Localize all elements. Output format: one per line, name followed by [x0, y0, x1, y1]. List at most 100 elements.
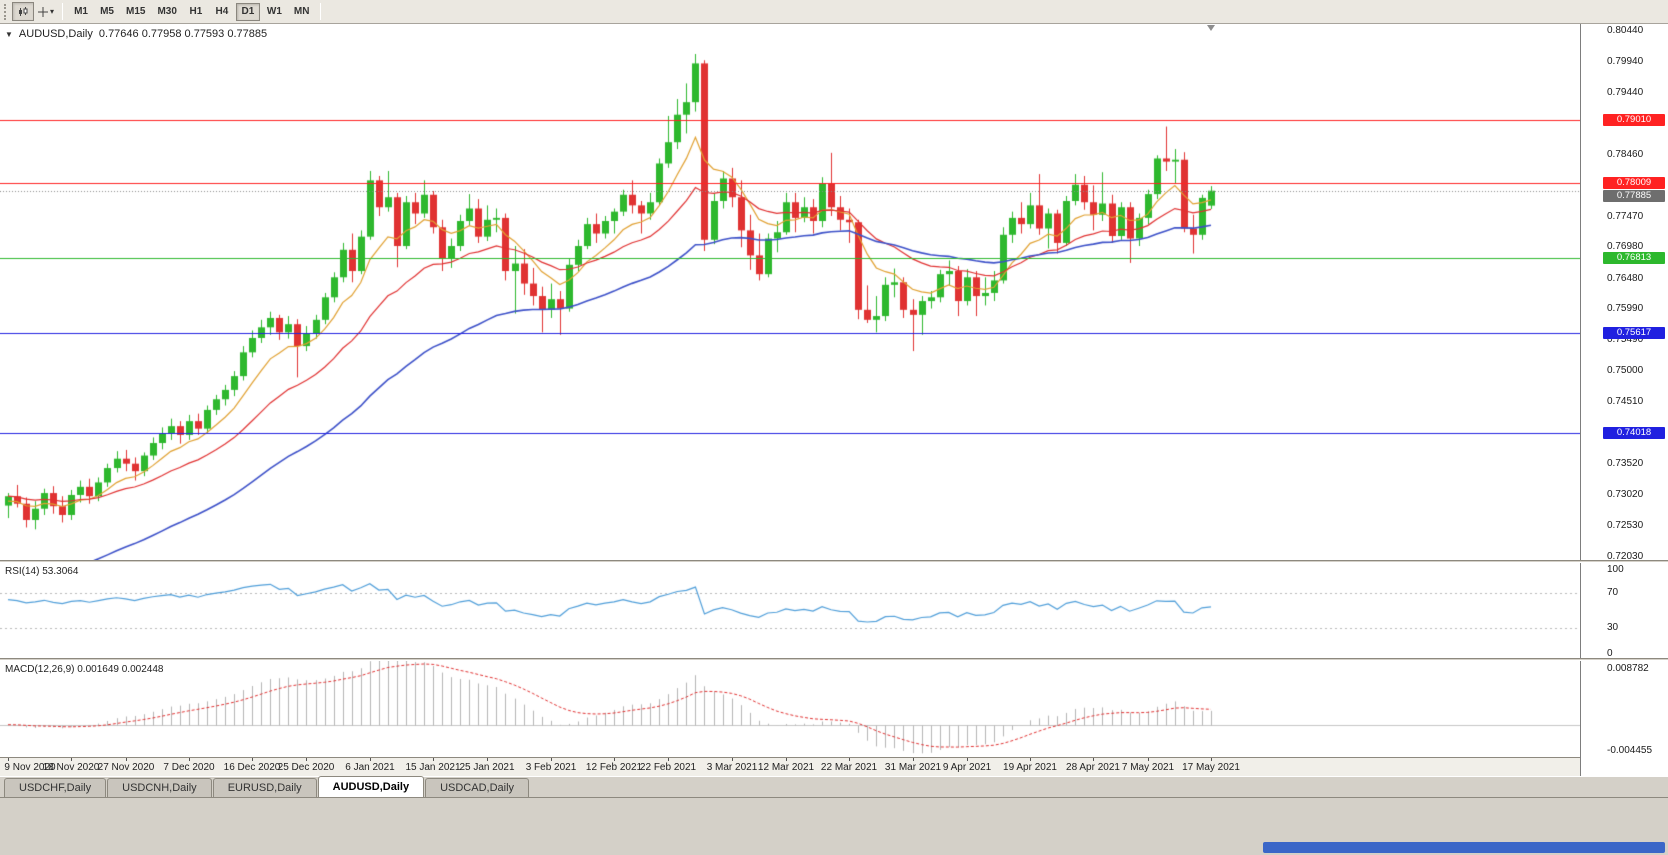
date-axis-label: 12 Mar 2021 [757, 762, 815, 773]
date-axis-label: 12 Feb 2021 [585, 762, 643, 773]
macd-indicator-label: MACD(12,26,9) 0.001649 0.002448 [5, 664, 164, 675]
date-axis-label: 22 Feb 2021 [639, 762, 697, 773]
timeframe-button-mn[interactable]: MN [293, 6, 310, 17]
date-axis-label: 18 Nov 2020 [42, 762, 100, 773]
date-axis-label: 3 Feb 2021 [525, 762, 577, 773]
price-axis-label: 0.72030 [1607, 550, 1644, 562]
main-chart-canvas[interactable] [0, 24, 1580, 560]
chart-shift-marker-icon [1207, 25, 1215, 31]
price-axis-label: 0.79940 [1607, 56, 1644, 68]
date-axis-tick [433, 758, 434, 761]
date-axis-tick [1148, 758, 1149, 761]
panel-splitter-line[interactable] [0, 658, 1668, 661]
date-axis-label: 22 Mar 2021 [820, 762, 878, 773]
timeframe-button-m1[interactable]: M1 [74, 6, 88, 17]
date-axis-label: 9 Nov 2020 [4, 762, 56, 773]
toolbar-grip[interactable] [4, 3, 8, 20]
chart-menu-arrow-icon[interactable]: ▼ [5, 29, 13, 39]
macd-panel[interactable]: MACD(12,26,9) 0.001649 0.002448 [0, 661, 1580, 757]
chart-ohlc-values: 0.77646 0.77958 0.77593 0.77885 [98, 28, 268, 40]
timeframe-toolbar: M1 M5 M15 M30 H1 H4 D1 W1 MN [68, 2, 315, 21]
horizontal-scrollbar-thumb[interactable] [1263, 842, 1665, 853]
crosshair-button[interactable]: ▾ [34, 2, 57, 21]
price-axis[interactable]: 0.804400.799400.794400.789500.784600.779… [1580, 24, 1668, 776]
hline-price-label: 0.75617 [1603, 326, 1665, 339]
rsi-panel[interactable]: RSI(14) 53.3064 [0, 563, 1580, 658]
macd-canvas[interactable] [0, 661, 1580, 757]
main-chart-panel[interactable]: ▼ AUDUSD,Daily 0.77646 0.77958 0.77593 0… [0, 24, 1580, 560]
price-axis-label: 0.76480 [1607, 272, 1644, 284]
toolbar-separator [62, 3, 64, 20]
panel-splitter-line[interactable] [0, 560, 1668, 563]
price-axis-label: 0.73520 [1607, 457, 1644, 469]
chart-tab-usdchf[interactable]: USDCHF,Daily [4, 778, 107, 797]
chart-tabs-bar: USDCHF,Daily USDCNH,Daily EURUSD,Daily AUDU… [0, 776, 1668, 797]
timeframe-button-w1[interactable]: W1 [266, 6, 282, 17]
toolbar: ▾ M1 M5 M15 M30 H1 H4 D1 W1 MN [0, 0, 1668, 24]
timeframe-button-h1[interactable]: H1 [189, 6, 203, 17]
timeframe-button-m15[interactable]: M15 [126, 6, 146, 17]
date-axis-tick [551, 758, 552, 761]
date-axis-tick [306, 758, 307, 761]
date-axis-tick [668, 758, 669, 761]
date-axis-label: 31 Mar 2021 [884, 762, 942, 773]
timeframe-button-h4[interactable]: H4 [215, 6, 229, 17]
time-axis[interactable]: 9 Nov 2020 18 Nov 2020 27 Nov 2020 7 Dec 20… [0, 757, 1580, 776]
date-axis-label: 9 Apr 2021 [942, 762, 992, 773]
date-axis-tick [913, 758, 914, 761]
rsi-canvas[interactable] [0, 563, 1580, 658]
chart-stack: ▼ AUDUSD,Daily 0.77646 0.77958 0.77593 0… [0, 24, 1580, 776]
chart-tab-eurusd[interactable]: EURUSD,Daily [212, 778, 317, 797]
rsi-axis-label: 70 [1607, 587, 1619, 599]
rsi-axis-label: 0 [1607, 648, 1613, 659]
timeframe-button-m5[interactable]: M5 [100, 6, 114, 17]
chart-workspace: ▼ AUDUSD,Daily 0.77646 0.77958 0.77593 0… [0, 24, 1668, 776]
date-axis-tick [1030, 758, 1031, 761]
chart-tab-usdcnh[interactable]: USDCNH,Daily [107, 778, 212, 797]
date-axis-label: 27 Nov 2020 [97, 762, 155, 773]
price-axis-label: 0.78460 [1607, 148, 1644, 160]
date-axis-tick [732, 758, 733, 761]
date-axis-tick [967, 758, 968, 761]
date-axis-label: 6 Jan 2021 [345, 762, 395, 773]
hline-price-label: 0.76813 [1603, 251, 1665, 264]
date-axis-tick [189, 758, 190, 761]
hline-price-label: 0.78009 [1603, 176, 1665, 189]
price-axis-label: 0.74510 [1607, 395, 1644, 407]
chart-title: ▼ AUDUSD,Daily 0.77646 0.77958 0.77593 0… [5, 28, 267, 40]
date-axis-label: 19 Apr 2021 [1003, 762, 1057, 773]
price-axis-label: 0.75990 [1607, 303, 1644, 315]
date-axis-tick [126, 758, 127, 761]
rsi-axis-label: 30 [1607, 621, 1619, 633]
status-bar [0, 797, 1668, 855]
price-axis-label: 0.73020 [1607, 488, 1644, 500]
date-axis-label: 7 Dec 2020 [163, 762, 215, 773]
price-axis-label: 0.75000 [1607, 365, 1644, 377]
date-axis-tick [252, 758, 253, 761]
bar-chart-button[interactable] [12, 2, 34, 21]
chart-tab-usdcad[interactable]: USDCAD,Daily [425, 778, 530, 797]
timeframe-button-d1[interactable]: D1 [235, 2, 260, 21]
hline-price-label: 0.74018 [1603, 426, 1665, 439]
date-axis-tick [1093, 758, 1094, 761]
date-axis-tick [849, 758, 850, 761]
crosshair-icon [38, 6, 48, 17]
date-axis-label: 25 Jan 2021 [459, 762, 515, 773]
date-axis-label: 16 Dec 2020 [223, 762, 281, 773]
date-axis-tick [370, 758, 371, 761]
hline-price-label: 0.79010 [1603, 114, 1665, 127]
date-axis-label: 3 Mar 2021 [706, 762, 758, 773]
date-axis-tick [71, 758, 72, 761]
chevron-down-icon: ▾ [50, 7, 55, 16]
current-price-label: 0.77885 [1603, 189, 1665, 202]
rsi-axis-label: 100 [1607, 564, 1624, 575]
price-axis-label: 0.76980 [1607, 241, 1644, 253]
timeframe-button-m30[interactable]: M30 [157, 6, 177, 17]
date-axis-tick [8, 758, 9, 761]
toolbar-separator [320, 3, 322, 20]
chart-symbol-label: AUDUSD,Daily [18, 28, 93, 40]
price-axis-label: 0.75490 [1607, 334, 1644, 346]
chart-tab-audusd[interactable]: AUDUSD,Daily [317, 776, 425, 797]
date-axis-label: 25 Dec 2020 [277, 762, 335, 773]
